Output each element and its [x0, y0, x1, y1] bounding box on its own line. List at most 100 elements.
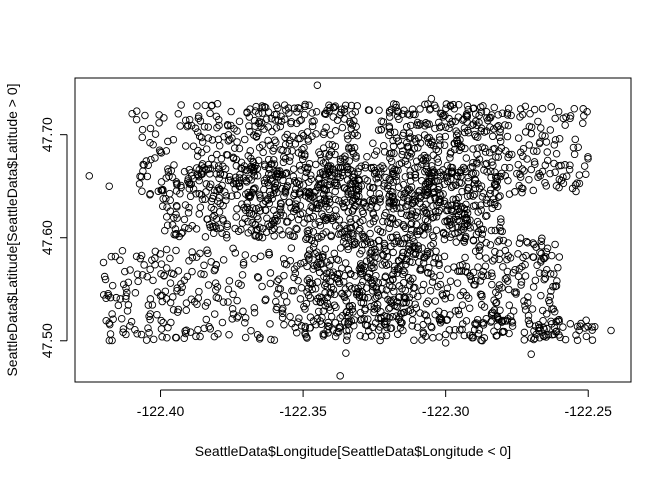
data-point: [157, 186, 165, 194]
data-point: [406, 133, 415, 141]
data-point: [447, 293, 455, 302]
data-point: [333, 181, 342, 190]
data-point: [299, 131, 308, 140]
data-point: [260, 179, 269, 187]
data-point: [311, 250, 319, 258]
data-point: [222, 231, 231, 239]
data-point: [215, 174, 223, 183]
data-point: [452, 195, 460, 204]
data-point: [157, 178, 166, 186]
data-point: [440, 141, 449, 149]
data-point: [270, 336, 279, 344]
data-point: [409, 290, 417, 299]
data-point: [270, 160, 279, 168]
data-point: [524, 298, 532, 307]
data-point: [198, 138, 207, 146]
data-point: [354, 168, 362, 176]
data-point: [519, 152, 527, 160]
data-point: [541, 132, 549, 140]
data-point: [435, 133, 444, 141]
data-point: [184, 175, 193, 183]
data-point: [108, 281, 117, 290]
data-point: [164, 165, 172, 173]
data-point: [342, 240, 350, 248]
data-point: [210, 205, 218, 214]
data-point: [575, 171, 584, 179]
data-point: [369, 209, 377, 217]
data-point: [425, 133, 433, 142]
data-point: [346, 270, 355, 279]
data-point: [393, 112, 402, 121]
data-point: [220, 170, 228, 179]
data-point: [290, 287, 298, 295]
data-point: [542, 310, 551, 318]
data-point: [312, 130, 320, 138]
data-point: [359, 234, 368, 242]
data-point: [373, 300, 382, 309]
data-point: [366, 220, 374, 228]
data-point: [478, 193, 487, 201]
data-point: [295, 177, 303, 185]
data-point: [287, 244, 296, 252]
data-point: [394, 265, 403, 274]
data-point: [370, 308, 378, 317]
data-point: [270, 206, 278, 215]
data-point: [353, 102, 361, 110]
data-point: [481, 148, 490, 156]
data-point: [443, 284, 452, 293]
data-point: [238, 200, 246, 208]
data-point: [526, 320, 534, 328]
data-point: [309, 243, 318, 251]
data-point: [302, 235, 310, 244]
data-point: [394, 219, 403, 227]
data-point: [436, 271, 444, 280]
data-point: [342, 336, 351, 345]
data-point: [546, 169, 554, 178]
data-point: [257, 252, 265, 260]
data-point: [208, 222, 217, 231]
data-point: [534, 173, 542, 181]
data-point: [175, 232, 183, 241]
y-tick-label: 47.50: [39, 323, 55, 358]
data-point: [461, 267, 470, 276]
data-point: [260, 125, 268, 133]
data-point: [386, 277, 394, 285]
data-point: [201, 302, 210, 310]
data-point: [345, 282, 354, 290]
data-point: [358, 261, 366, 270]
data-point: [413, 213, 422, 221]
data-point: [402, 298, 410, 307]
data-point: [191, 124, 200, 133]
data-point: [588, 323, 596, 331]
data-point: [282, 184, 291, 192]
data-point: [305, 207, 314, 216]
data-point: [447, 148, 455, 156]
data-point: [174, 267, 183, 275]
data-point: [454, 228, 462, 237]
data-point: [205, 322, 213, 331]
data-point: [355, 164, 363, 173]
data-point: [258, 282, 266, 291]
data-point: [347, 144, 355, 152]
data-point: [492, 298, 501, 307]
data-point: [559, 114, 568, 123]
data-point: [462, 317, 471, 325]
data-point: [348, 190, 356, 198]
data-point: [542, 182, 551, 190]
data-point: [344, 230, 352, 238]
data-point: [138, 271, 147, 279]
data-point: [477, 206, 485, 214]
data-point: [421, 215, 430, 224]
data-point: [307, 175, 315, 184]
data-point: [477, 271, 486, 279]
data-point: [540, 269, 549, 278]
data-point: [167, 269, 176, 278]
data-point: [371, 166, 379, 175]
data-point: [413, 121, 421, 129]
data-point: [466, 331, 474, 339]
data-point: [537, 237, 546, 246]
data-point: [374, 225, 382, 234]
data-point: [561, 161, 569, 169]
data-point: [296, 295, 305, 303]
data-point: [281, 140, 290, 149]
